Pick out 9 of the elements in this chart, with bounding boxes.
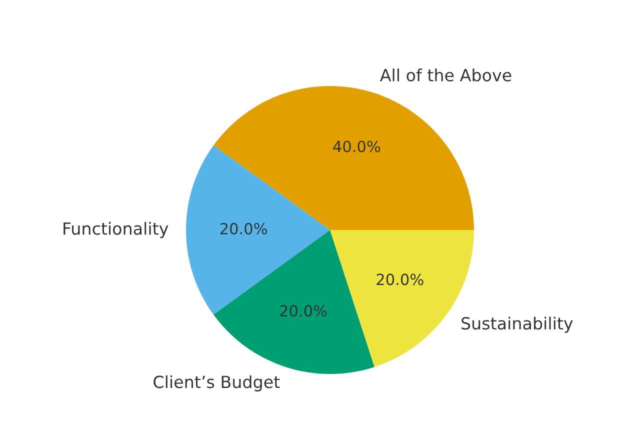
slice-label: Functionality: [64, 222, 168, 238]
slice-label: Client’s Budget: [154, 375, 280, 392]
data-label: 20.0%: [220, 222, 268, 234]
data-label: 20.0%: [376, 274, 424, 286]
data-label: 20.0%: [280, 305, 327, 317]
data-label: 40.0%: [333, 140, 380, 152]
pie-slice: [186, 145, 330, 315]
slice-label: All of the Above: [380, 68, 512, 82]
slice-label: Sustainability: [462, 316, 573, 333]
